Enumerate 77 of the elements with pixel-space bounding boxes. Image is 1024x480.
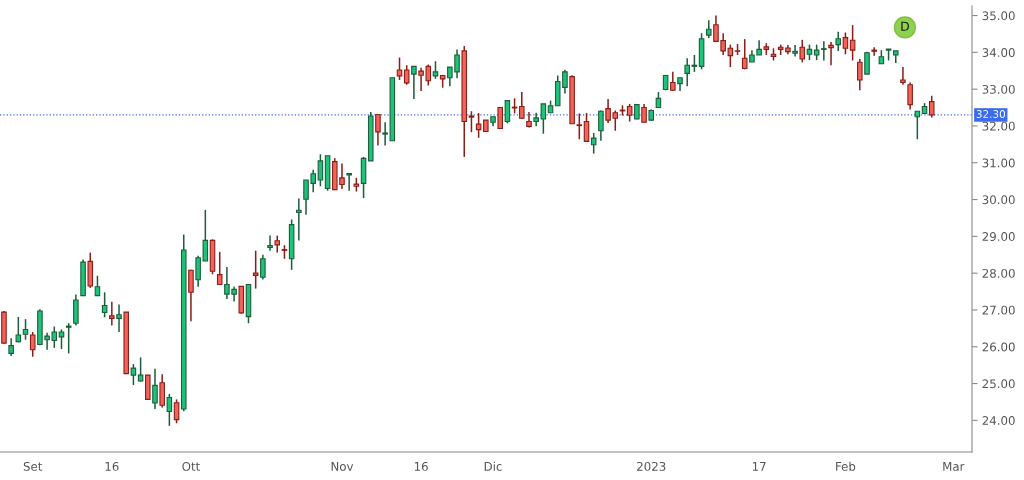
candlestick — [173, 398, 180, 425]
y-tick-label: 28.00 — [982, 268, 1015, 278]
candlestick — [267, 234, 273, 252]
candlestick — [403, 64, 410, 86]
candlestick — [296, 197, 302, 242]
y-tick-label: 34.00 — [982, 48, 1015, 58]
candlestick — [641, 103, 647, 124]
candlestick — [159, 373, 165, 409]
x-tick-label: 16 — [414, 461, 428, 471]
candlestick — [375, 113, 381, 147]
y-tick-label: 33.00 — [982, 84, 1015, 94]
candlestick — [152, 368, 158, 410]
y-tick-label: 27.00 — [982, 305, 1015, 315]
annotation: D — [901, 21, 910, 31]
x-tick-label: Ott — [182, 461, 200, 471]
candlestick — [317, 153, 324, 188]
candlestick — [468, 110, 475, 133]
candlestick — [928, 95, 935, 119]
y-tick-label: 30.00 — [982, 195, 1015, 205]
candlestick — [835, 30, 842, 52]
candlestick — [821, 40, 827, 62]
candlestick — [842, 31, 849, 55]
candlestick — [188, 269, 194, 323]
y-tick-label: 25.00 — [982, 379, 1015, 389]
candlestick — [828, 41, 834, 67]
candlestick — [22, 318, 29, 341]
candlestick — [849, 24, 856, 62]
candlestick — [900, 66, 906, 86]
x-tick-label: Mar — [943, 462, 965, 471]
candlestick — [116, 303, 122, 333]
candlestick — [166, 393, 173, 427]
candlestick — [504, 99, 511, 125]
candlestick — [518, 91, 525, 120]
candlestick — [101, 291, 108, 319]
x-tick-label: Set — [23, 461, 43, 471]
candlestick — [260, 253, 266, 281]
candlestick — [396, 56, 403, 81]
x-tick-label: 17 — [752, 462, 766, 471]
y-tick-label: 35.00 — [982, 11, 1015, 21]
candlestick — [684, 57, 690, 87]
candlestick — [583, 112, 590, 143]
x-tick-label: 2023 — [637, 461, 666, 471]
candlestick — [29, 331, 36, 358]
candlestick — [576, 112, 583, 140]
x-tick-label: Nov — [331, 462, 354, 471]
x-tick-label: Dic — [484, 461, 502, 471]
candlestick — [73, 293, 79, 327]
y-tick-label: 29.00 — [982, 232, 1015, 242]
candlestick — [346, 172, 352, 192]
candlestick — [590, 132, 597, 155]
candlestick — [857, 58, 863, 92]
candlestick — [94, 274, 101, 297]
candlestick — [799, 39, 806, 64]
ref-line-label: 32.30 — [976, 110, 1006, 118]
candlestick — [497, 107, 503, 130]
candlestick — [741, 38, 748, 71]
candlestick — [216, 251, 223, 286]
candlestick — [252, 249, 259, 290]
candlestick — [65, 322, 72, 355]
candlestick — [137, 356, 144, 383]
x-tick-label: 16 — [105, 461, 119, 471]
y-tick-label: 26.00 — [982, 342, 1015, 352]
candlestick — [792, 44, 798, 58]
candlestick — [109, 301, 115, 327]
candlestick — [130, 363, 137, 386]
candlestick — [907, 81, 913, 111]
candlestick — [274, 234, 281, 254]
candlestick — [871, 46, 877, 57]
y-tick-label: 31.00 — [982, 158, 1015, 168]
candlestick — [598, 109, 604, 142]
y-tick-label: 24.00 — [982, 416, 1015, 426]
candlestick — [411, 65, 417, 100]
y-tick-label: 32.00 — [982, 121, 1015, 131]
candlestick — [15, 316, 22, 344]
x-tick-label: Feb — [836, 461, 856, 471]
candlestick — [58, 328, 65, 350]
candlestick — [914, 110, 921, 140]
